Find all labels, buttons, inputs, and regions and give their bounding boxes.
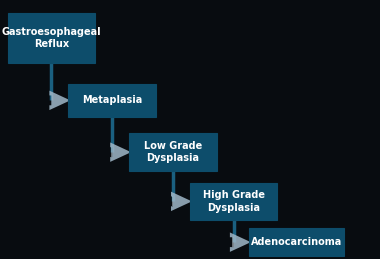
Text: Adenocarcinoma: Adenocarcinoma — [251, 237, 342, 247]
Polygon shape — [171, 192, 192, 211]
FancyBboxPatch shape — [129, 133, 217, 171]
Polygon shape — [230, 233, 251, 252]
FancyBboxPatch shape — [190, 183, 277, 220]
FancyBboxPatch shape — [68, 84, 156, 117]
Polygon shape — [172, 196, 173, 206]
Text: High Grade
Dysplasia: High Grade Dysplasia — [203, 190, 265, 213]
Polygon shape — [110, 142, 131, 162]
Polygon shape — [232, 237, 234, 247]
Polygon shape — [111, 147, 112, 157]
Text: Low Grade
Dysplasia: Low Grade Dysplasia — [144, 141, 202, 163]
Text: Gastroesophageal
Reflux: Gastroesophageal Reflux — [2, 27, 101, 49]
FancyBboxPatch shape — [8, 13, 95, 63]
Text: Metaplasia: Metaplasia — [82, 95, 142, 105]
Polygon shape — [49, 91, 70, 110]
FancyBboxPatch shape — [249, 228, 344, 256]
